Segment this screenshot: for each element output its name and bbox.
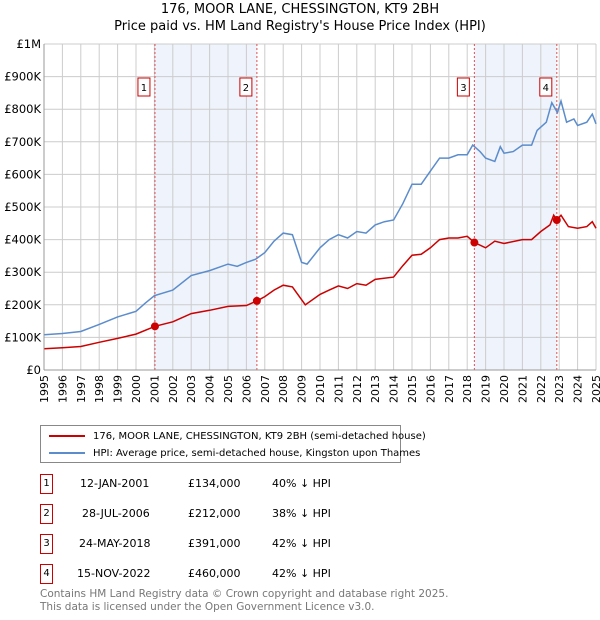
x-tick-label: 1998 — [93, 375, 106, 403]
x-tick-label: 2017 — [443, 375, 456, 403]
series-line — [43, 98, 597, 336]
x-tick-label: 1999 — [112, 375, 125, 403]
x-tick-label: 2004 — [204, 375, 217, 403]
x-tick-label: 2021 — [516, 375, 529, 403]
x-tick-label: 2025 — [590, 375, 600, 403]
footer-copyright: Contains HM Land Registry data © Crown c… — [40, 588, 449, 600]
footer-licence: This data is licensed under the Open Gov… — [40, 601, 375, 613]
y-tick-label: £600K — [4, 167, 41, 181]
x-tick-label: 2000 — [130, 375, 143, 403]
sale-marker-label: 4 — [40, 564, 53, 584]
y-tick-label: £900K — [4, 70, 41, 84]
sale-label: 2 — [243, 83, 249, 94]
x-tick-label: 2008 — [277, 375, 290, 403]
y-tick-label: £400K — [4, 233, 41, 247]
y-tick-label: £0 — [26, 363, 41, 377]
legend: 176, MOOR LANE, CHESSINGTON, KT9 2BH (se… — [40, 425, 426, 463]
y-tick-label: £300K — [4, 265, 41, 279]
sale-label-box — [456, 77, 470, 97]
sale-marker-label: 1 — [40, 474, 53, 494]
x-tick-label: 2013 — [369, 375, 382, 403]
x-tick-label: 2007 — [259, 375, 272, 403]
sale-label: 4 — [543, 83, 549, 94]
sale-date: 12-JAN-2001 — [80, 477, 150, 490]
sale-date: 24-MAY-2018 — [79, 537, 151, 550]
legend-label-hpi: HPI: Average price, semi-detached house,… — [93, 447, 421, 459]
sale-price: £212,000 — [188, 507, 241, 520]
x-tick-label: 2016 — [424, 375, 437, 403]
sale-label-box — [539, 77, 553, 97]
x-tick-label: 2006 — [240, 375, 253, 403]
sale-label: 3 — [460, 83, 466, 94]
x-tick-label: 2019 — [480, 375, 493, 403]
y-tick-label: £1M — [16, 37, 41, 51]
x-tick-label: 2020 — [498, 375, 511, 403]
x-tick-label: 1995 — [38, 375, 51, 403]
sale-point — [252, 296, 261, 305]
sale-delta: 42% ↓ HPI — [272, 567, 331, 580]
sale-marker-label: 2 — [40, 504, 53, 524]
price-chart: 1995 1996 1997 1998 1999 2000 2001 2002 2003 2004… — [4, 37, 600, 403]
sale-label-box — [137, 77, 151, 97]
x-tick-label: 2005 — [222, 375, 235, 403]
y-tick-label: £200K — [4, 298, 41, 312]
sale-point — [552, 216, 561, 225]
legend-swatch-hpi — [49, 452, 85, 454]
x-tick-label: 1997 — [75, 375, 88, 403]
sale-delta: 40% ↓ HPI — [272, 477, 331, 490]
sale-delta: 42% ↓ HPI — [272, 537, 331, 550]
y-tick-label: £500K — [4, 200, 41, 214]
legend-swatch-property — [49, 435, 85, 437]
x-tick-label: 2012 — [351, 375, 364, 403]
sale-point — [150, 322, 159, 331]
x-tick-label: 2014 — [388, 375, 401, 403]
sale-label: 1 — [141, 83, 147, 94]
x-tick-label: 1996 — [56, 375, 69, 403]
sale-date: 15-NOV-2022 — [77, 567, 151, 580]
sale-row: 1 12-JAN-2001 £134,000 40% ↓ HPI — [40, 474, 400, 494]
sale-date: 28-JUL-2006 — [82, 507, 150, 520]
x-tick-label: 2015 — [406, 375, 419, 403]
x-tick-label: 2003 — [185, 375, 198, 403]
sale-delta: 38% ↓ HPI — [272, 507, 331, 520]
sale-price: £134,000 — [188, 477, 241, 490]
sale-price: £391,000 — [188, 537, 241, 550]
sale-price: £460,000 — [188, 567, 241, 580]
chart-title: 176, MOOR LANE, CHESSINGTON, KT9 2BH — [160, 2, 440, 17]
x-tick-label: 2009 — [296, 375, 309, 403]
x-tick-label: 2024 — [572, 375, 585, 403]
legend-item-property: 176, MOOR LANE, CHESSINGTON, KT9 2BH (se… — [49, 429, 426, 443]
sale-marker-label: 3 — [40, 534, 53, 554]
sale-row: 4 15-NOV-2022 £460,000 42% ↓ HPI — [40, 564, 400, 584]
chart-subtitle: Price paid vs. HM Land Registry's House … — [114, 19, 486, 34]
x-tick-label: 2010 — [314, 375, 327, 403]
sale-label-box — [239, 77, 253, 97]
series-line — [43, 213, 597, 350]
sale-row: 2 28-JUL-2006 £212,000 38% ↓ HPI — [40, 504, 400, 524]
x-tick-label: 2001 — [148, 375, 161, 403]
y-tick-label: £700K — [4, 135, 41, 149]
y-tick-label: £100K — [4, 330, 41, 344]
legend-item-hpi: HPI: Average price, semi-detached house,… — [49, 446, 420, 460]
y-tick-label: £800K — [4, 102, 41, 116]
legend-label-property: 176, MOOR LANE, CHESSINGTON, KT9 2BH (se… — [93, 430, 426, 442]
x-tick-label: 2002 — [167, 375, 180, 403]
x-tick-label: 2022 — [535, 375, 548, 403]
sale-point — [470, 238, 479, 247]
x-tick-label: 2011 — [332, 375, 345, 403]
x-tick-label: 2018 — [461, 375, 474, 403]
x-tick-label: 2023 — [553, 375, 566, 403]
sale-row: 3 24-MAY-2018 £391,000 42% ↓ HPI — [40, 534, 400, 554]
